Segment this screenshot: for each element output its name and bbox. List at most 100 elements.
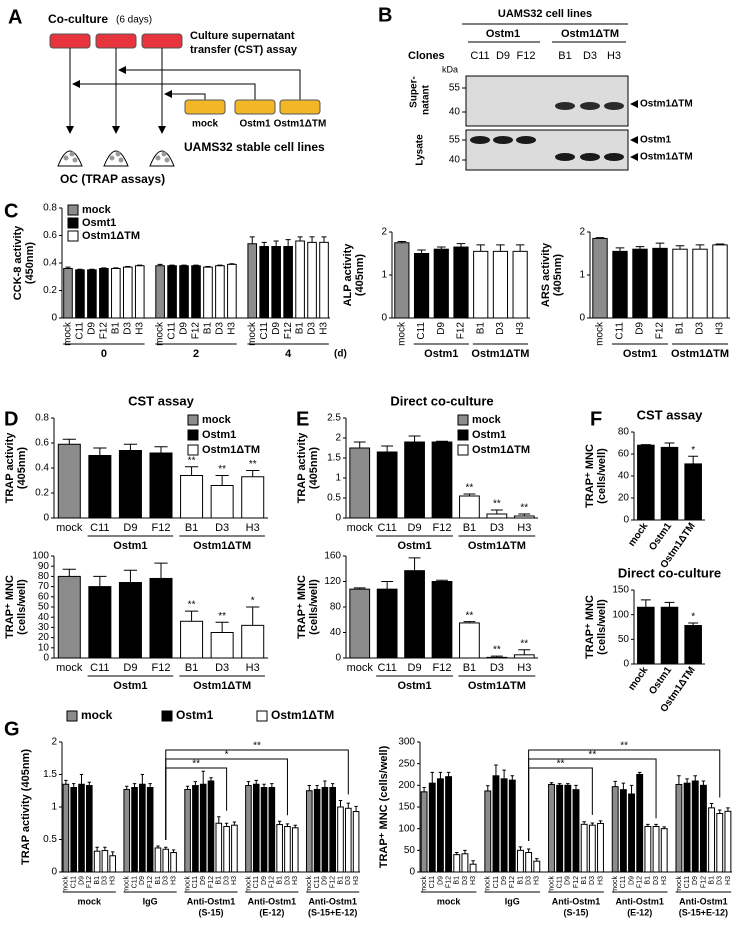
group-label: IgG: [143, 896, 158, 906]
bar: [192, 785, 199, 873]
x-tick-label: C11: [377, 662, 396, 674]
bar: [139, 783, 146, 873]
arrowhead: [630, 153, 638, 161]
y-tick-label: 2: [51, 737, 57, 748]
x-tick-label: C11: [75, 322, 86, 340]
y-axis-label: (cells/well): [16, 579, 28, 635]
significance: **: [249, 459, 257, 470]
group-label: Ostm1: [397, 540, 431, 552]
error-bar: [463, 493, 476, 496]
bar: [533, 860, 541, 873]
error-bar: [463, 849, 467, 854]
x-tick-label: mock: [595, 321, 606, 346]
bar: [508, 779, 516, 873]
error-bar: [695, 244, 705, 250]
y-tick-label: 0: [579, 313, 585, 324]
bar: [513, 515, 535, 519]
x-tick-label: B1: [475, 322, 486, 335]
x-tick-label: H3: [470, 876, 477, 885]
error-bar: [232, 821, 237, 826]
bar: [486, 656, 508, 659]
error-bar: [270, 783, 274, 788]
error-bar: [193, 264, 199, 266]
bar: [556, 784, 564, 873]
dish: [49, 33, 91, 49]
bar: [307, 241, 317, 319]
error-bar: [621, 782, 626, 790]
error-bar: [181, 264, 187, 266]
x-tick-label: F12: [147, 876, 154, 888]
bar: [227, 263, 237, 319]
y-tick-label: 2: [579, 227, 585, 238]
clone: F12: [517, 50, 536, 62]
error-bar: [408, 557, 421, 571]
panel-label: F: [590, 408, 602, 430]
bar: [660, 446, 679, 521]
significance: **: [466, 483, 474, 494]
x-tick-label: D3: [490, 662, 504, 674]
legend-swatch: [67, 204, 79, 216]
arrow: [164, 90, 206, 100]
x-tick-label: B1: [155, 876, 162, 885]
comparison-label: **: [588, 750, 596, 761]
y-tick-label: 1.5: [43, 769, 57, 780]
y-tick-label: 150: [398, 802, 415, 813]
error-bar: [125, 785, 129, 790]
bar: [597, 822, 604, 873]
bar: [75, 269, 85, 319]
bar: [492, 775, 500, 873]
error-bar: [137, 264, 143, 266]
y-tick-label: 80: [618, 427, 630, 438]
error-bar: [515, 244, 525, 252]
bar: [660, 828, 668, 873]
x-tick-label: H3: [353, 876, 360, 885]
error-bar: [598, 820, 603, 824]
y-tick-label: 1: [51, 802, 57, 813]
error-bar: [675, 245, 685, 250]
error-bar: [103, 846, 107, 851]
legend-swatch: [67, 230, 79, 242]
bar: [57, 443, 81, 519]
error-bar: [154, 446, 168, 453]
bar: [469, 863, 477, 873]
error-bar: [79, 774, 84, 785]
error-bar: [217, 264, 223, 266]
bar: [85, 785, 93, 873]
band: [580, 153, 600, 161]
x-tick-label: B1: [463, 522, 476, 534]
bar: [459, 495, 480, 519]
band: [493, 136, 513, 144]
group-label: 0: [101, 348, 107, 360]
bar: [413, 253, 430, 319]
arrowhead: [630, 100, 638, 108]
y-tick-label: 90: [38, 561, 50, 572]
x-tick-label: B1: [203, 322, 214, 335]
x-tick-label: D9: [692, 876, 699, 885]
error-bar: [397, 240, 407, 243]
x-tick-label: H3: [110, 876, 117, 885]
bar: [352, 811, 360, 873]
x-tick-label: B1: [337, 876, 344, 885]
x-tick-label: mock: [306, 876, 313, 893]
bar: [459, 622, 480, 659]
x-tick-label: C11: [314, 876, 321, 888]
legend-swatch: [161, 710, 173, 722]
error-bar: [463, 621, 476, 623]
x-tick-label: F12: [509, 876, 516, 888]
y-tick-label: 100: [398, 823, 415, 834]
x-tick-label: H3: [517, 522, 531, 534]
error-bar: [654, 823, 658, 827]
membrane: [465, 129, 629, 171]
legend-swatch: [256, 710, 268, 722]
bar: [404, 570, 425, 659]
bar: [716, 813, 724, 873]
bar: [394, 242, 410, 319]
error-bar: [249, 236, 255, 244]
bar: [404, 441, 425, 519]
error-bar: [285, 239, 291, 247]
bar: [154, 847, 162, 873]
group-label: 4: [285, 348, 292, 360]
bar: [99, 268, 109, 319]
legend-label: Ostm1ΔTM: [271, 708, 334, 722]
